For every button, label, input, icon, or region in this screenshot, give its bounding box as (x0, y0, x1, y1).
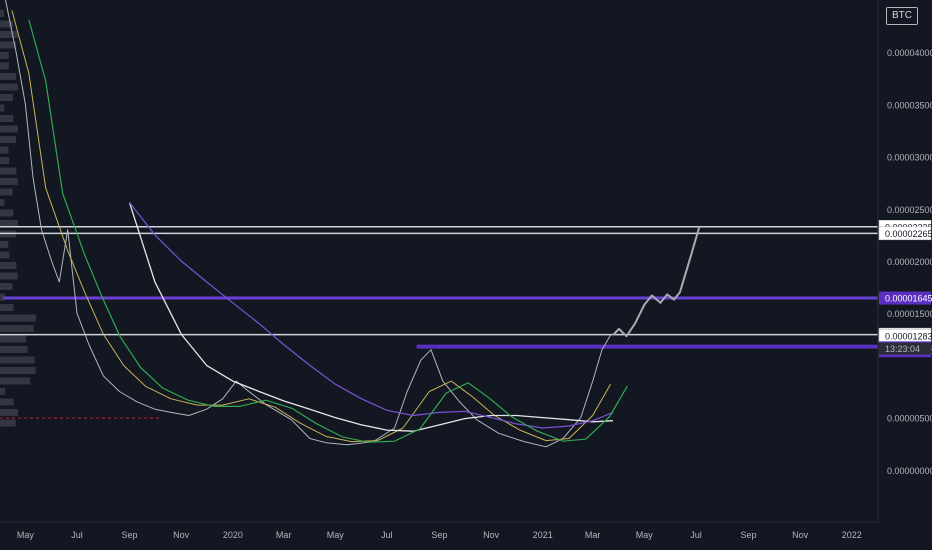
y-tick-label: 0.00001500 (887, 309, 932, 319)
volume-profile-bar (0, 304, 14, 311)
x-tick-label: Nov (483, 530, 500, 540)
ma-purple-line (129, 202, 614, 429)
y-tick-label: 0.00003500 (887, 100, 932, 110)
x-tick-label: Jul (381, 530, 393, 540)
volume-profile-bar (0, 283, 13, 290)
x-tick-label: 2022 (842, 530, 862, 540)
time-axis (0, 522, 932, 550)
price-label-box (879, 291, 931, 305)
volume-profile-bar (0, 209, 14, 217)
volume-profile-bar (0, 94, 13, 101)
volume-profile-bar (0, 115, 14, 122)
x-tick-label: May (17, 530, 35, 540)
volume-profile-bar (0, 136, 16, 143)
projection-line (612, 226, 701, 338)
volume-profile-bar (0, 178, 18, 185)
price-label-box (878, 226, 932, 241)
volume-profile-bar (0, 314, 36, 322)
volume-profile-bar (0, 293, 5, 301)
volume-profile-bar (0, 335, 27, 343)
x-tick-label: May (636, 530, 654, 540)
x-tick-label: Sep (122, 530, 138, 540)
volume-profile-bar (0, 62, 9, 70)
volume-profile-bar (0, 388, 5, 395)
volume-profile-bar (0, 10, 4, 17)
volume-profile-bar (0, 377, 31, 385)
volume-profile-bar (0, 241, 9, 248)
volume-profile-bar (0, 262, 17, 269)
y-tick-label: 0.00000500 (887, 414, 932, 424)
y-tick-label: 0.00002500 (887, 205, 932, 215)
price-axis (878, 0, 932, 550)
volume-profile-bar (0, 272, 18, 280)
countdown-box (879, 342, 931, 355)
volume-profile-bar (0, 199, 5, 206)
price-label-text: 0.00001283 (885, 331, 932, 341)
x-tick-label: 2020 (223, 530, 243, 540)
price-line (4, 0, 611, 448)
volume-profile-bar (0, 125, 18, 133)
volume-profile-bar (0, 157, 10, 164)
volume-profile-bar (0, 104, 5, 112)
x-tick-label: 2021 (533, 530, 553, 540)
y-tick-label: 0.00003000 (887, 153, 932, 163)
volume-profile-bar (0, 52, 9, 59)
ma-green-line (28, 19, 628, 443)
x-tick-label: Sep (431, 530, 447, 540)
volume-profile-bar (0, 146, 9, 154)
volume-profile-bar (0, 20, 14, 28)
volume-profile-bar (0, 31, 18, 38)
volume-profile-bar (0, 419, 16, 427)
volume-profile-bar (0, 325, 34, 332)
x-tick-label: May (327, 530, 345, 540)
price-label-text: 0.00001645 (885, 294, 932, 304)
x-tick-label: Jul (690, 530, 702, 540)
x-tick-label: Sep (740, 530, 756, 540)
countdown-text: 13:23:04 (885, 344, 920, 354)
volume-profile-bar (0, 220, 18, 227)
volume-profile-bar (0, 367, 36, 374)
symbol-badge[interactable]: BTC (886, 7, 918, 25)
volume-profile-bar (0, 346, 28, 353)
x-tick-label: Mar (276, 530, 292, 540)
volume-profile-bar (0, 167, 17, 175)
ma-white-line (128, 202, 614, 432)
volume-profile-bar (0, 83, 18, 91)
price-label-text: 0.00002265 (885, 229, 932, 239)
x-tick-label: Jul (71, 530, 83, 540)
ma-yellow-line (11, 10, 611, 443)
y-tick-label: 0.00004000 (887, 48, 932, 58)
x-tick-label: Nov (792, 530, 809, 540)
volume-profile-bar (0, 398, 14, 406)
volume-profile-bar (0, 73, 17, 80)
volume-profile-bar (0, 251, 10, 259)
y-tick-label: 0.00000000 (887, 466, 932, 476)
volume-profile-bar (0, 356, 35, 364)
volume-profile-bar (0, 41, 17, 49)
volume-profile-bar (0, 188, 13, 196)
x-tick-label: Nov (173, 530, 190, 540)
y-tick-label: 0.00002000 (887, 257, 932, 267)
x-tick-label: Mar (585, 530, 601, 540)
volume-profile-bar (0, 409, 18, 416)
